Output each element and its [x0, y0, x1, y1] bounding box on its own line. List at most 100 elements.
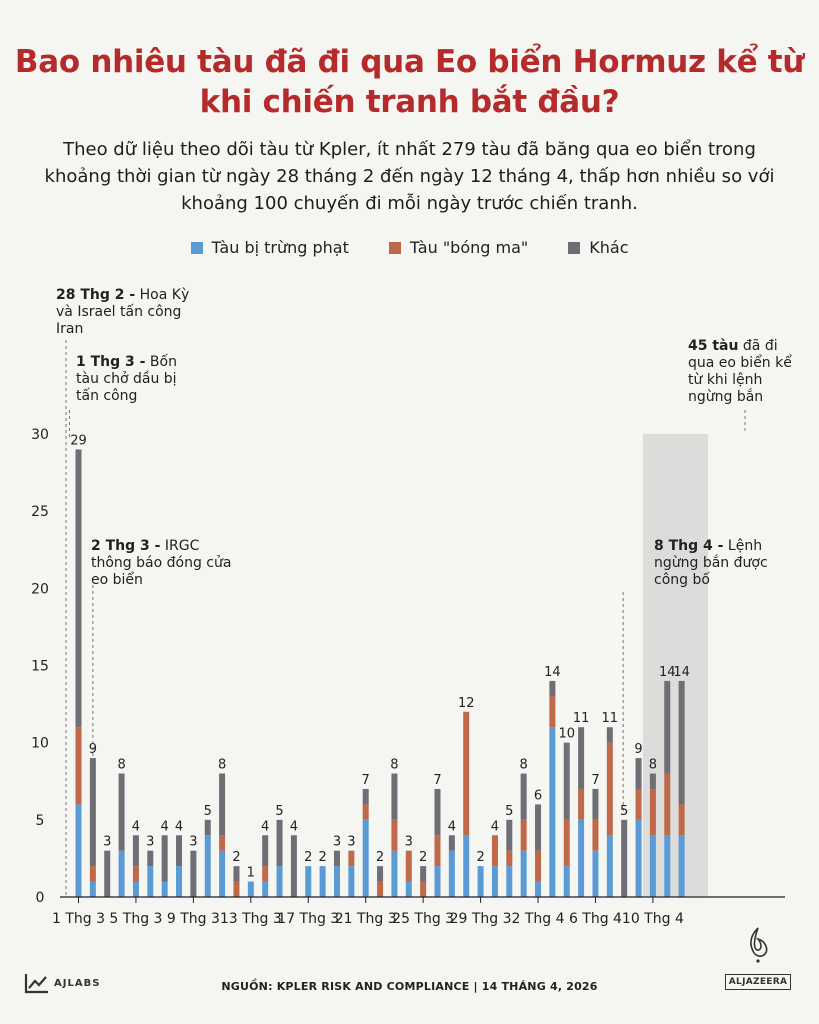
bar-total-label: 5	[275, 804, 283, 819]
legend-swatch-shadow	[388, 241, 401, 254]
bar-segment	[563, 866, 570, 897]
source-footer: NGUỒN: KPLER RISK AND COMPLIANCE | 14 TH…	[221, 980, 598, 993]
bar-segment	[147, 850, 154, 867]
bar-total-label: 14	[673, 665, 690, 680]
legend-label-shadow: Tàu "bóng ma"	[409, 238, 529, 257]
bar-segment	[434, 866, 441, 897]
bar-segment	[520, 850, 527, 897]
bar-total-label: 3	[333, 835, 341, 850]
x-tick-label: 10 Thg 4	[622, 911, 684, 927]
bar-total-label: 4	[261, 819, 269, 834]
bar-segment	[477, 866, 484, 897]
bar-segment	[635, 788, 642, 820]
x-tick-label: 9 Thg 3	[167, 911, 220, 927]
y-tick-label: 20	[31, 581, 49, 597]
bar-segment	[219, 773, 226, 836]
bar-total-label: 8	[520, 758, 528, 773]
bar-total-label: 3	[103, 835, 111, 850]
bar-segment	[348, 850, 355, 867]
annotation-feb28-date: 28 Thg 2 -	[56, 287, 136, 303]
bar-total-label: 9	[634, 742, 642, 757]
annotation-mar1-date: 1 Thg 3 -	[76, 354, 146, 370]
bar-segment	[463, 711, 470, 836]
bar-segment	[592, 850, 599, 897]
ajlabs-wordmark: AJLABS	[54, 977, 101, 989]
ajlabs-logo: AJLABS	[24, 972, 100, 994]
bar-segment	[176, 835, 183, 867]
x-tick-label: 5 Thg 3	[109, 911, 162, 927]
bar-segment	[606, 742, 613, 836]
bar-segment	[434, 835, 441, 867]
bar-segment	[118, 850, 125, 897]
bar-segment	[563, 819, 570, 867]
bar-segment	[420, 881, 427, 897]
bar-total-label: 14	[544, 665, 561, 680]
bar-segment	[578, 727, 585, 789]
bar-segment	[262, 835, 269, 867]
bar-total-label: 8	[390, 758, 398, 773]
bar-total-label: 4	[175, 819, 183, 834]
bar-total-label: 3	[146, 835, 154, 850]
bar-total-label: 2	[304, 850, 312, 865]
bar-segment	[506, 819, 513, 851]
bar-segment	[664, 680, 671, 774]
bar-total-label: 8	[649, 758, 657, 773]
bar-segment	[649, 773, 656, 789]
bar-total-label: 7	[433, 773, 441, 788]
legend-item-sanctioned: Tàu bị trừng phạt	[190, 238, 349, 257]
bar-segment	[649, 788, 656, 836]
annotation-feb28-text: Hoa Kỳ và Israel tấn công Iran	[56, 287, 190, 337]
bar-segment	[491, 866, 498, 897]
bar-segment	[549, 680, 556, 697]
bar-segment	[247, 881, 254, 897]
bar-segment	[463, 835, 470, 897]
bar-segment	[118, 773, 125, 851]
x-tick-label: 1 Thg 3	[52, 911, 105, 927]
bar-total-label: 5	[204, 804, 212, 819]
bar-segment	[219, 835, 226, 851]
bar-total-label: 2	[232, 850, 240, 865]
bar-segment	[75, 727, 82, 805]
bar-segment	[535, 850, 542, 882]
bar-total-label: 11	[573, 711, 590, 726]
x-tick-label: 2 Thg 4	[512, 911, 565, 927]
bar-total-label: 4	[290, 819, 298, 834]
bar-total-label: 4	[161, 819, 169, 834]
bar-segment	[319, 866, 326, 897]
bar-segment	[520, 773, 527, 820]
legend-swatch-sanctioned	[190, 241, 203, 254]
bar-segment	[75, 804, 82, 897]
bar-segment	[664, 835, 671, 897]
aljazeera-logo: ALJAZEERA	[718, 925, 798, 990]
bar-segment	[448, 835, 455, 851]
bar-segment	[377, 866, 384, 882]
bar-segment	[147, 866, 154, 897]
bar-segment	[104, 850, 111, 897]
annotation-mar2-date: 2 Thg 3 -	[91, 538, 161, 554]
bar-segment	[405, 881, 412, 897]
annotation-feb28: 28 Thg 2 - Hoa Kỳ và Israel tấn công Ira…	[56, 287, 206, 338]
bar-segment	[132, 881, 139, 897]
bar-segment	[621, 819, 628, 897]
bar-total-label: 5	[505, 804, 513, 819]
bar-total-label: 5	[620, 804, 628, 819]
bar-segment	[276, 866, 283, 897]
bar-segment	[678, 835, 685, 897]
y-tick-label: 10	[31, 736, 49, 752]
bar-segment	[377, 881, 384, 897]
bar-segment	[190, 850, 197, 897]
bar-segment	[606, 727, 613, 743]
bar-segment	[290, 835, 297, 897]
bar-total-label: 6	[534, 788, 542, 803]
bar-segment	[219, 850, 226, 897]
bar-segment	[89, 866, 96, 882]
bar-segment	[262, 881, 269, 897]
annotation-mar1: 1 Thg 3 - Bốn tàu chở dầu bị tấn công	[76, 354, 201, 405]
bar-segment	[491, 835, 498, 867]
bar-segment	[520, 819, 527, 851]
annotation-mar1-text: Bốn tàu chở dầu bị tấn công	[76, 354, 177, 404]
legend: Tàu bị trừng phạt Tàu "bóng ma" Khác	[0, 238, 819, 257]
y-tick-label: 5	[36, 813, 45, 829]
ajlabs-mark-icon	[24, 974, 48, 994]
